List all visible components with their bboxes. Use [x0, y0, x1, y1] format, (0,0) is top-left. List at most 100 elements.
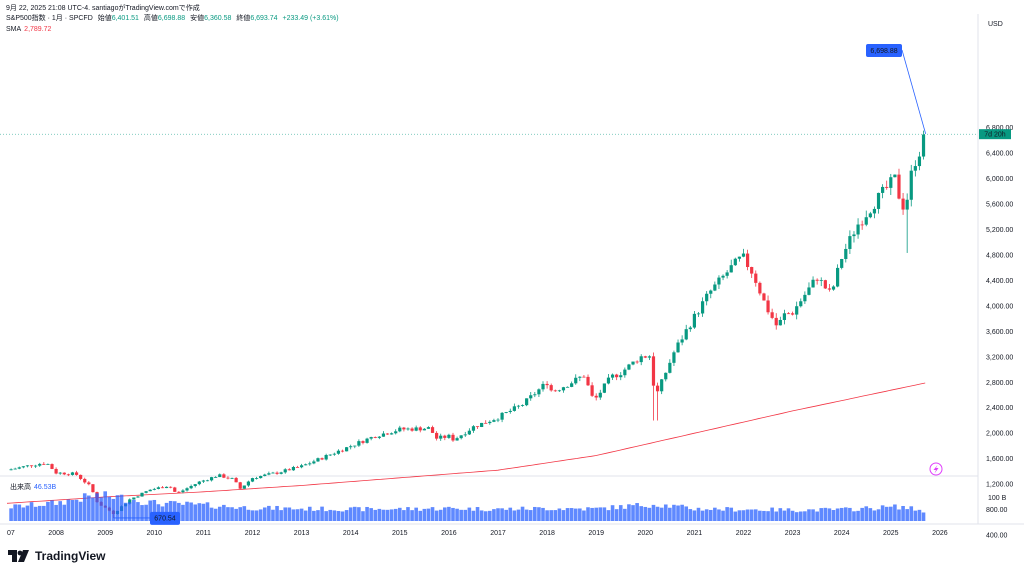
candle-body: [549, 385, 553, 391]
candle-body: [745, 253, 750, 268]
candle-body: [189, 485, 193, 489]
candle-body: [909, 170, 913, 200]
candle-body: [717, 277, 721, 285]
volume-bar: [254, 510, 259, 521]
volume-bar: [42, 505, 46, 521]
candle-body: [9, 469, 13, 471]
candle-body: [512, 406, 516, 411]
volume-bar: [794, 512, 799, 521]
volume-bar: [352, 506, 357, 521]
volume-axis-label: 100 B: [988, 495, 1007, 502]
candle-body: [128, 499, 132, 504]
candle-body: [373, 437, 377, 438]
volume-bar: [823, 507, 828, 521]
volume-bar: [447, 506, 451, 521]
candle-body: [79, 474, 83, 479]
volume-bar: [704, 509, 709, 521]
price-tick-label: 5,600.00: [986, 201, 1013, 208]
candle-body: [684, 329, 688, 340]
candle-body: [164, 486, 169, 489]
volume-bar: [717, 509, 721, 521]
volume-bar: [741, 510, 746, 521]
volume-bar: [549, 510, 553, 521]
candle-body: [913, 166, 917, 171]
volume-bar: [37, 505, 42, 521]
volume-bar: [201, 503, 206, 521]
volume-bar: [336, 511, 341, 521]
lightning-icon[interactable]: [929, 462, 943, 476]
candle-body: [414, 427, 418, 431]
candle-body: [774, 317, 778, 326]
volume-bar: [209, 507, 214, 521]
volume-bar: [455, 508, 459, 521]
volume-bar: [132, 499, 136, 521]
candle-body: [668, 362, 672, 373]
volume-bar: [618, 505, 623, 521]
candle-body: [598, 392, 602, 398]
volume-bar: [753, 509, 758, 521]
candle-body: [619, 375, 623, 378]
volume-bar: [381, 509, 386, 521]
volume-bar: [811, 509, 815, 521]
volume-bar: [422, 508, 427, 521]
volume-bar: [905, 509, 909, 521]
candle-body: [770, 312, 774, 318]
candle-body: [234, 477, 238, 483]
volume-bar: [82, 493, 87, 521]
volume-bar: [483, 511, 488, 521]
volume-bar: [819, 508, 824, 521]
candle-body: [557, 390, 561, 392]
candle-body: [312, 461, 316, 464]
sma-legend: SMA 2,789.72: [6, 26, 51, 33]
open-label: 始値: [97, 15, 112, 22]
candle-body: [271, 472, 275, 474]
ohlc-line: S&P500指数 · 1月 · SPCFD 始値6,401.51 高値6,698…: [6, 14, 339, 24]
price-tick-label: 2,800.00: [986, 380, 1013, 387]
volume-bar: [492, 509, 496, 521]
volume-bar: [565, 508, 570, 521]
candle-body: [46, 464, 50, 465]
volume-bar: [312, 510, 316, 521]
volume-bar: [659, 507, 664, 521]
countdown-label: 7d 20h: [984, 132, 1006, 139]
volume-bar: [721, 510, 725, 521]
high-value: 6,698.88: [157, 15, 186, 22]
volume-bar: [635, 503, 639, 521]
volume-bar: [594, 507, 598, 521]
candle-body: [782, 313, 787, 320]
volume-bar: [152, 499, 157, 521]
candle-body: [574, 377, 578, 384]
volume-bar: [762, 510, 766, 521]
candle-body: [238, 482, 242, 489]
candle-body: [275, 472, 279, 474]
volume-bar: [99, 497, 103, 521]
candle-body: [410, 428, 414, 431]
candle-body: [766, 300, 770, 313]
tradingview-logo[interactable]: TradingView: [8, 549, 105, 563]
high-callout-label: 6,698.88: [870, 48, 897, 55]
candle-body: [455, 438, 459, 441]
candle-body: [214, 477, 218, 478]
volume-bar: [148, 500, 153, 521]
candle-body: [606, 377, 611, 384]
close-label: 終値: [236, 15, 251, 22]
volume-bar: [393, 508, 398, 521]
volume-bar: [189, 502, 193, 521]
candle-body: [70, 472, 75, 475]
volume-value: 46.53B: [34, 484, 57, 491]
candle-body: [635, 361, 639, 363]
price-tick-label: 3,200.00: [986, 354, 1013, 361]
candle-body: [447, 434, 451, 438]
volume-bar: [70, 500, 75, 521]
volume-bar: [479, 510, 484, 521]
volume-bar: [688, 509, 693, 521]
candle-body: [586, 376, 590, 386]
volume-bar: [606, 510, 611, 521]
candle-body: [758, 282, 762, 294]
candle-body: [87, 482, 91, 485]
low-value: 6,360.58: [204, 15, 232, 22]
candle-body: [381, 433, 386, 437]
price-tick-label: 5,200.00: [986, 227, 1013, 234]
volume-bar: [434, 510, 439, 521]
